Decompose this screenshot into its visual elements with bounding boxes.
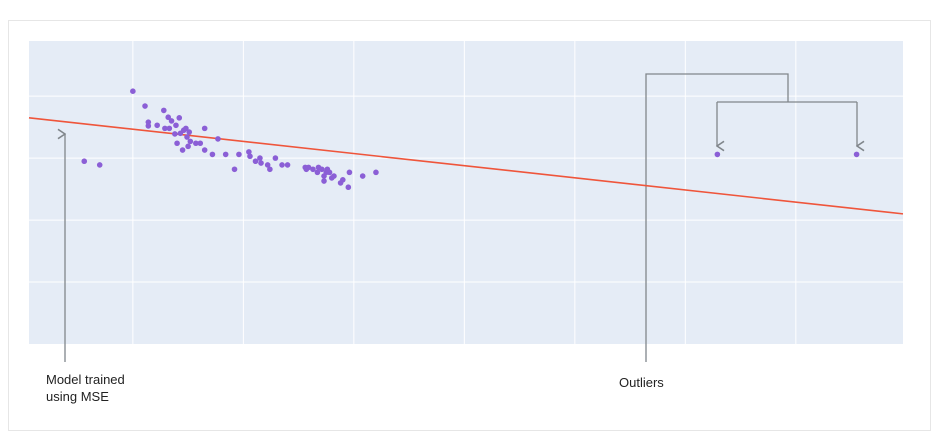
data-point [81,158,88,165]
data-point [166,125,173,132]
data-point [154,122,160,129]
data-point [272,155,279,161]
data-point [209,151,216,158]
data-point [215,136,221,142]
annotation: Outliers [619,375,664,390]
data-point [853,151,860,158]
data-point [187,138,194,145]
data-point [231,166,238,173]
data-point [252,158,259,165]
annotation-bracket [645,73,789,362]
data-point [168,118,175,124]
data-point [96,162,103,168]
data-point [197,140,204,147]
data-point [331,173,337,179]
data-point [321,178,327,184]
data-point [247,153,253,160]
data-point [162,125,168,132]
annotation: Model trained using MSE [46,372,125,404]
data-point [267,166,273,173]
data-point [714,151,721,158]
data-point [130,88,136,94]
data-point [264,162,271,168]
data-point [246,149,252,155]
data-point [258,160,264,166]
card-frame [8,20,931,431]
data-point [310,166,316,173]
data-point [201,147,208,153]
data-point [319,166,325,173]
data-point [165,114,172,121]
data-point [145,123,152,129]
plot-area [29,41,903,344]
data-point [340,176,346,183]
data-point [326,169,333,176]
data-point [172,131,178,137]
data-point [373,169,379,176]
data-point [173,122,179,129]
data-point [359,173,366,179]
data-point [345,184,352,191]
data-point [183,125,189,132]
data-point [201,125,208,132]
data-point [179,147,186,153]
data-point [184,134,190,140]
data-point [236,151,242,158]
data-point [346,169,353,176]
data-point [142,103,148,109]
data-point [185,143,191,150]
data-point [257,155,263,161]
data-point [222,151,229,158]
data-point [305,164,312,171]
data-point [161,107,167,114]
data-point [186,129,193,135]
data-point [284,162,291,168]
data-point [174,140,180,147]
data-point [279,162,285,168]
data-point [314,169,321,176]
data-point [193,140,199,147]
data-point [176,115,183,121]
